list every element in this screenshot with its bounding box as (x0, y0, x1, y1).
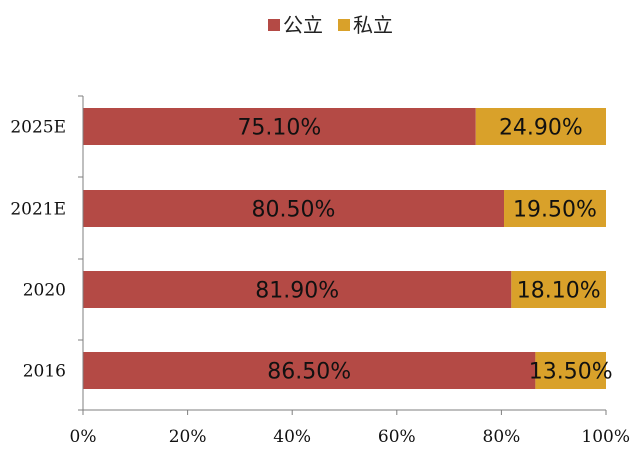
chart-axes: 0% 20% 40% 60% 80% 100% (70, 95, 630, 447)
bar-2021E-series-1 (504, 190, 606, 227)
data-label-2020-series-0: 81.90% (255, 279, 339, 304)
category-label-2016: 2016 (23, 362, 66, 382)
bar-2025E-series-1 (475, 108, 606, 145)
category-label-2021E: 2021E (10, 200, 66, 220)
x-tick-label-0: 0% (70, 427, 97, 447)
x-tick-label-5: 100% (581, 427, 630, 447)
legend-label-1: 私立 (353, 13, 393, 37)
bar-2016-series-0 (83, 352, 536, 389)
legend-label-0: 公立 (283, 13, 323, 37)
data-label-2016-series-0: 86.50% (267, 360, 351, 385)
x-tick-label-4: 80% (483, 427, 521, 447)
bar-2020-series-0 (83, 271, 512, 308)
data-label-2016-series-1: 13.50% (529, 360, 613, 385)
data-label-2025E-series-0: 75.10% (237, 116, 321, 141)
bar-2021E-series-0 (83, 190, 505, 227)
x-tick-label-2: 40% (273, 427, 311, 447)
data-label-2021E-series-0: 80.50% (252, 198, 336, 223)
data-label-2021E-series-1: 19.50% (513, 198, 597, 223)
x-tick-label-1: 20% (169, 427, 207, 447)
x-tick-label-3: 60% (378, 427, 416, 447)
bar-2016-series-1 (535, 352, 606, 389)
bar-2020-series-1 (511, 271, 606, 308)
data-label-2025E-series-1: 24.90% (499, 116, 583, 141)
legend-swatch-0 (268, 19, 280, 31)
bar-2025E-series-0 (83, 108, 476, 145)
category-label-2020: 2020 (23, 281, 66, 301)
data-label-2020-series-1: 18.10% (517, 279, 601, 304)
category-label-2025E: 2025E (10, 118, 66, 138)
chart-legend: 公立 私立 (268, 13, 393, 37)
bar-series-group: 75.10% 24.90% 2025E 80.50% 19.50% 2021E 81.90%… (10, 108, 613, 389)
legend-swatch-1 (338, 19, 350, 31)
